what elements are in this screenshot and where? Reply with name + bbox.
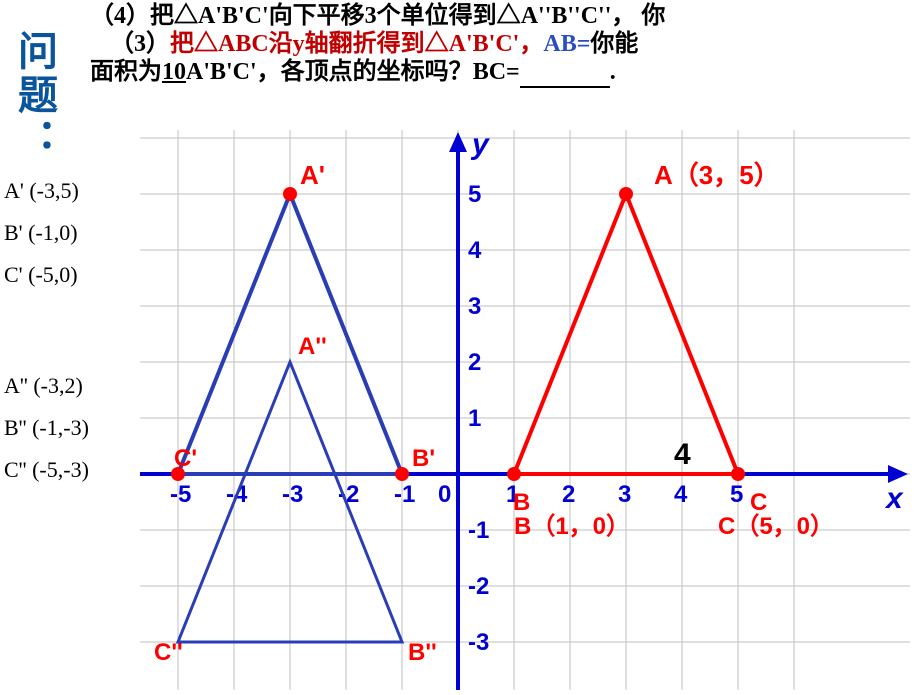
t2c: AB= — [543, 31, 590, 57]
coord-row-c-prime: C' (-5,0) — [4, 254, 79, 296]
svg-text:B': B' — [412, 445, 435, 472]
problem-line3: 面积为10A'B'C'，各顶点的坐标吗？BC=. — [90, 56, 616, 88]
lblA2: A'' — [4, 373, 28, 398]
title-char1: 问题： — [12, 30, 56, 162]
t3a: 面积为 — [90, 59, 162, 85]
t3d: 各顶点的坐标吗？ — [281, 59, 473, 85]
valB: (-1,0) — [28, 220, 77, 245]
valC: (-5,0) — [28, 262, 77, 287]
svg-text:B: B — [513, 489, 530, 516]
t1e: 你 — [641, 3, 665, 29]
svg-text:y: y — [470, 130, 490, 161]
t2d: 你能 — [590, 31, 638, 57]
svg-text:2: 2 — [562, 481, 575, 508]
svg-text:-2: -2 — [338, 481, 359, 508]
svg-text:B（1，0）: B（1，0） — [514, 513, 630, 540]
svg-text:A': A' — [300, 160, 325, 190]
svg-text:C（5，0）: C（5，0） — [718, 513, 834, 540]
svg-text:4: 4 — [674, 438, 691, 471]
coord-row-c-dprime: C'' (-5,-3) — [4, 449, 89, 491]
lblB2: B'' — [4, 415, 27, 440]
svg-text:-5: -5 — [170, 481, 191, 508]
plane-svg: -5-4-3-2-112345-3-2-1123450xyA（3，5）BCA'B… — [140, 130, 910, 690]
lblB: B' — [4, 220, 23, 245]
coordinate-plane: -5-4-3-2-112345-3-2-1123450xyA（3，5）BCA'B… — [140, 130, 910, 690]
coord-row-b-dprime: B'' (-1,-3) — [4, 407, 89, 449]
t1a: （4）把△ — [90, 3, 198, 29]
svg-text:5: 5 — [468, 181, 481, 208]
svg-text:4: 4 — [674, 481, 688, 508]
coords-dprime-list: A'' (-3,2) B'' (-1,-3) C'' (-5,-3) — [4, 365, 89, 491]
svg-text:3: 3 — [618, 481, 631, 508]
t1b: A'B'C' — [198, 3, 269, 29]
svg-text:4: 4 — [468, 237, 482, 264]
coord-row-b-prime: B' (-1,0) — [4, 212, 79, 254]
svg-text:-1: -1 — [394, 481, 415, 508]
valB2: (-1,-3) — [32, 415, 89, 440]
svg-text:-2: -2 — [468, 573, 489, 600]
t2b: 把△ABC沿y轴翻折得到△A'B'C'， — [170, 31, 543, 57]
t3c: A'B'C'， — [186, 59, 281, 85]
svg-text:-1: -1 — [468, 517, 489, 544]
lblA: A' — [4, 178, 24, 203]
svg-text:C'': C'' — [154, 639, 183, 666]
svg-text:A（3，5）: A（3，5） — [654, 160, 780, 190]
svg-text:0: 0 — [438, 481, 451, 508]
svg-text:C': C' — [174, 445, 197, 472]
t1d: A''B''C''， — [521, 3, 636, 29]
valA: (-3,5) — [29, 178, 78, 203]
svg-text:1: 1 — [468, 405, 481, 432]
coord-row-a-dprime: A'' (-3,2) — [4, 365, 89, 407]
t3b: 10 — [162, 59, 186, 85]
section-title: 问题： — [12, 30, 100, 162]
lblC: C' — [4, 262, 23, 287]
coord-row-a-prime: A' (-3,5) — [4, 170, 79, 212]
valC2: (-5,-3) — [32, 457, 89, 482]
svg-text:-3: -3 — [282, 481, 303, 508]
svg-text:-3: -3 — [468, 629, 489, 656]
svg-text:5: 5 — [730, 481, 743, 508]
t1c: 向下平移3个单位得到△ — [269, 3, 521, 29]
lblC2: C'' — [4, 457, 27, 482]
svg-text:2: 2 — [468, 349, 481, 376]
blank-bc — [520, 66, 610, 88]
t3e: BC= — [473, 59, 520, 85]
svg-text:C: C — [750, 489, 767, 516]
valA2: (-3,2) — [33, 373, 82, 398]
svg-text:3: 3 — [468, 293, 481, 320]
svg-text:B'': B'' — [408, 639, 437, 666]
svg-text:x: x — [884, 482, 904, 515]
svg-text:A'': A'' — [298, 333, 327, 360]
coords-prime-list: A' (-3,5) B' (-1,0) C' (-5,0) — [4, 170, 79, 296]
t2a: （3） — [110, 31, 170, 57]
